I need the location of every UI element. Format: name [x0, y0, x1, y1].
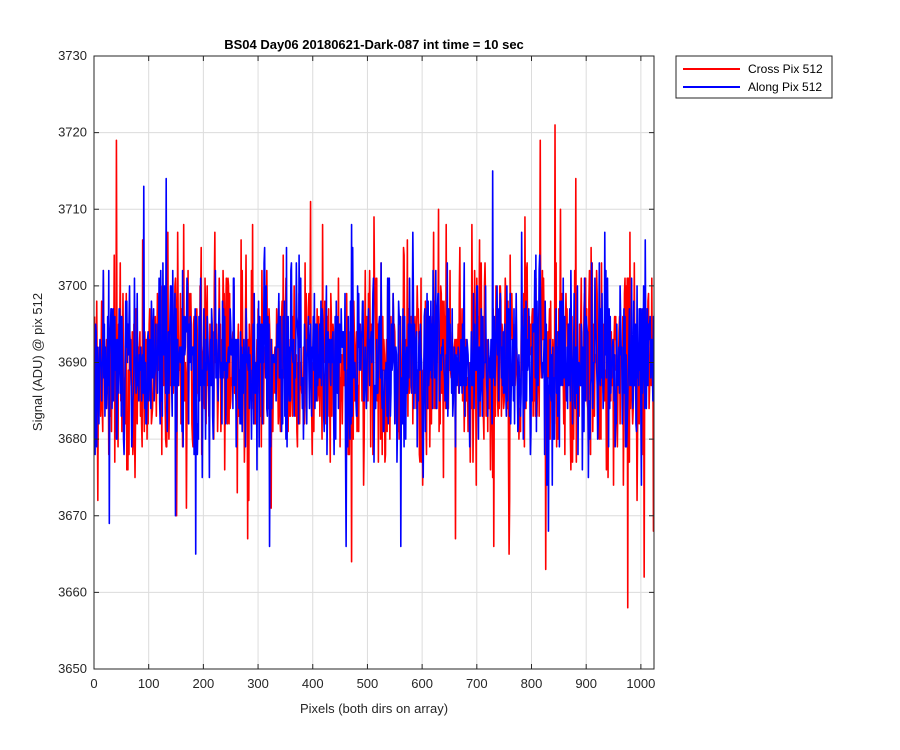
x-tick-label: 300	[247, 676, 269, 691]
x-tick-label: 100	[138, 676, 160, 691]
y-tick-label: 3690	[58, 355, 87, 370]
x-tick-label: 400	[302, 676, 324, 691]
x-tick-label: 1000	[626, 676, 655, 691]
legend-box	[675, 55, 833, 99]
x-tick-label: 0	[90, 676, 97, 691]
x-tick-label: 800	[521, 676, 543, 691]
y-tick-label: 3650	[58, 661, 87, 676]
y-tick-label: 3700	[58, 278, 87, 293]
x-tick-label: 900	[575, 676, 597, 691]
y-tick-label: 3660	[58, 584, 87, 599]
y-tick-label: 3680	[58, 431, 87, 446]
y-tick-label: 3710	[58, 201, 87, 216]
data-series	[94, 124, 654, 609]
chart-title: BS04 Day06 20180621-Dark-087 int time = …	[224, 37, 524, 52]
y-tick-label: 3670	[58, 508, 87, 523]
x-tick-label: 200	[193, 676, 215, 691]
x-axis-label: Pixels (both dirs on array)	[300, 701, 448, 716]
axis-ticks: 0 100 200 300 400 500 600 700 800 900 1000 3650 3660…	[58, 48, 655, 691]
x-tick-label: 700	[466, 676, 488, 691]
x-tick-label: 500	[357, 676, 379, 691]
x-tick-label: 600	[411, 676, 433, 691]
y-tick-label: 3720	[58, 125, 87, 140]
y-axis-label: Signal (ADU) @ pix 512	[30, 293, 45, 431]
y-tick-label: 3730	[58, 48, 87, 63]
legend-label-along: Along Pix 512	[748, 80, 822, 94]
series-line-1	[94, 170, 654, 555]
legend-label-cross: Cross Pix 512	[748, 62, 823, 76]
legend: Cross Pix 512 Along Pix 512	[675, 55, 833, 99]
